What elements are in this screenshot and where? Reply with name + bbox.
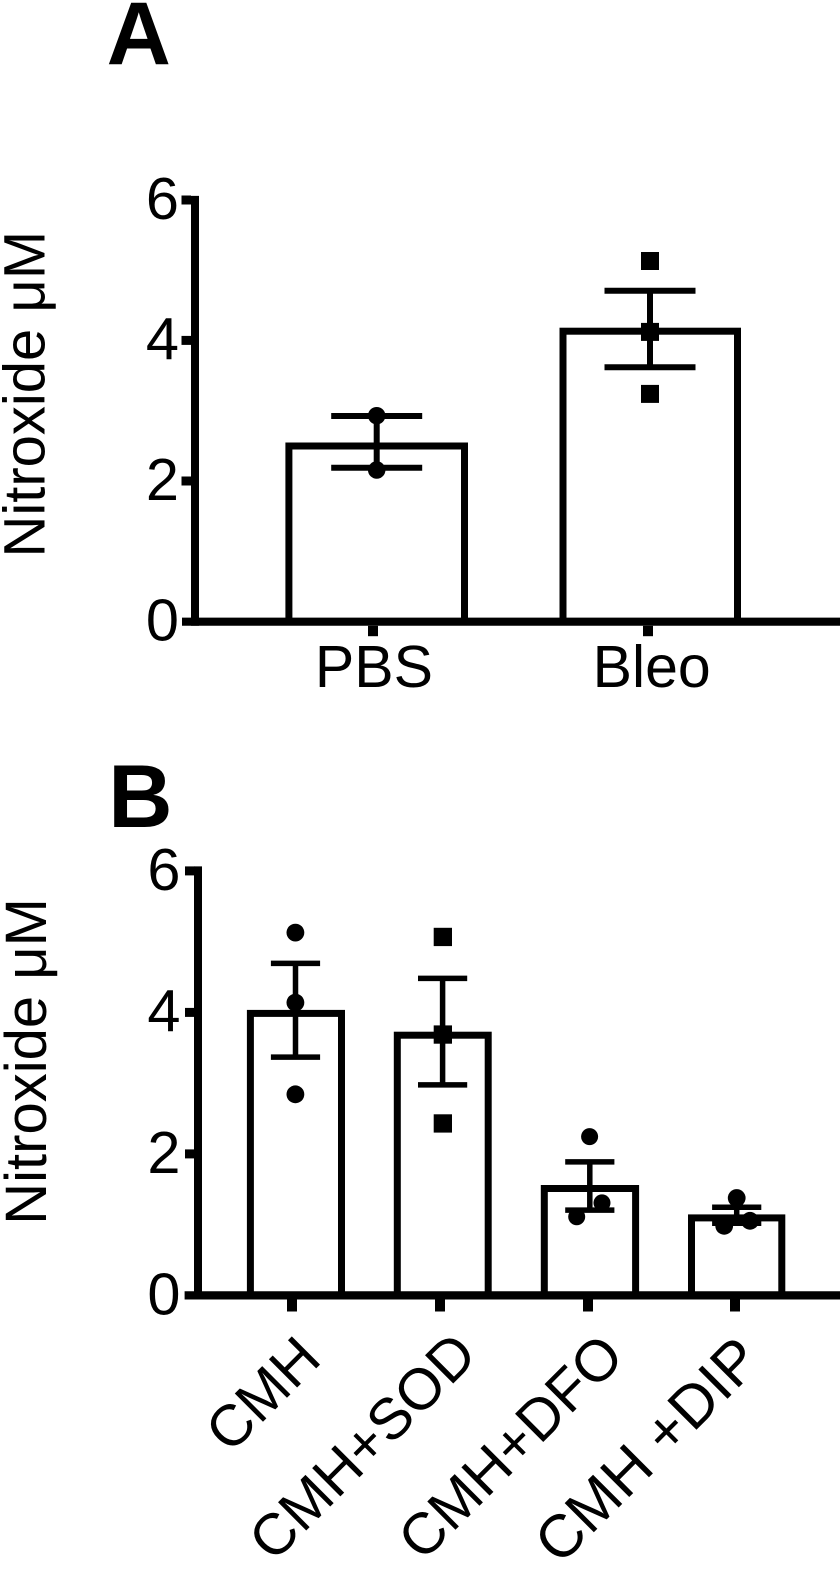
svg-text:Nitroxide μM: Nitroxide μM xyxy=(0,898,59,1225)
svg-text:2: 2 xyxy=(147,1119,180,1186)
svg-text:2: 2 xyxy=(146,446,179,513)
svg-text:4: 4 xyxy=(146,305,179,372)
svg-text:Bleo: Bleo xyxy=(593,634,711,700)
svg-text:A: A xyxy=(107,0,171,83)
svg-text:PBS: PBS xyxy=(315,634,433,700)
svg-text:6: 6 xyxy=(147,836,180,903)
svg-text:0: 0 xyxy=(146,587,179,654)
svg-text:B: B xyxy=(108,746,172,846)
svg-text:4: 4 xyxy=(147,977,180,1044)
svg-text:Nitroxide μM: Nitroxide μM xyxy=(0,231,58,558)
svg-text:6: 6 xyxy=(146,165,179,232)
svg-text:0: 0 xyxy=(147,1260,180,1327)
